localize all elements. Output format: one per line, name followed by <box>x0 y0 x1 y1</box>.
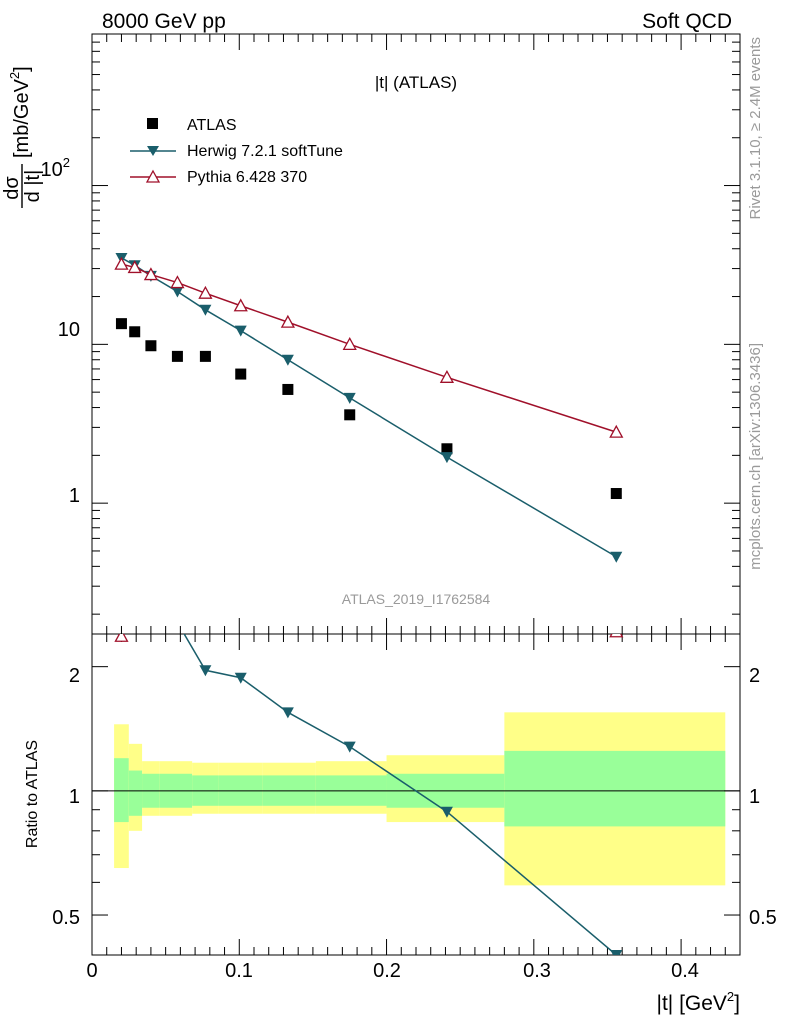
data-point-herwig <box>440 452 453 464</box>
ratio-point-herwig <box>234 672 247 684</box>
data-point-atlas <box>441 443 453 455</box>
header-right-label: Soft QCD <box>642 10 732 33</box>
plot-title: |t| (ATLAS) <box>375 73 457 92</box>
main-series-layer <box>114 252 624 563</box>
ratio-ytick-right-2: 2 <box>749 665 760 687</box>
data-point-pythia <box>342 336 357 350</box>
data-point-pythia <box>143 267 159 281</box>
xtick-label-0.2: 0.2 <box>373 960 401 982</box>
data-point-atlas <box>129 326 141 338</box>
ratio-ytick-right-1: 1 <box>749 786 760 808</box>
legend-label-atlas: ATLAS <box>187 117 237 134</box>
band-inner-9 <box>504 750 726 827</box>
xtick-label-0.3: 0.3 <box>523 960 551 982</box>
x-axis-label: |t| [GeV2] <box>656 989 740 1015</box>
data-point-herwig <box>171 286 184 298</box>
ratio-line-herwig <box>183 634 617 955</box>
ratio-point-herwig <box>145 605 157 616</box>
ytick-label-10: 10 <box>58 319 80 341</box>
data-point-atlas <box>282 383 294 395</box>
legend-marker-pythia <box>145 169 161 183</box>
ylabel-unit: [mb/GeV2] <box>7 66 33 158</box>
legend-label-pythia: Pythia 6.428 370 <box>187 169 307 186</box>
ratio-point-herwig <box>281 707 294 719</box>
ratio-ytick-left-1: 1 <box>69 786 80 808</box>
ratio-ylabel: Ratio to ATLAS <box>24 740 41 848</box>
data-point-atlas <box>344 409 356 421</box>
ratio-point-pythia <box>114 634 129 642</box>
ratio-point-herwig <box>343 741 356 753</box>
ratio-point-herwig <box>115 615 127 626</box>
ratio-point-herwig <box>610 950 623 955</box>
main-ylabel: dσ d |t| [mb/GeV2] <box>1 66 44 208</box>
mcplots-label: mcplots.cern.ch [arXiv:1306.3436] <box>747 343 764 570</box>
header-left-label: 8000 GeV pp <box>102 10 226 33</box>
data-point-pythia <box>280 314 295 328</box>
ytick-label-1: 1 <box>69 485 80 507</box>
ratio-point-pythia <box>609 634 624 638</box>
data-point-herwig <box>234 325 247 337</box>
data-point-atlas <box>171 350 183 362</box>
data-point-pythia <box>609 424 624 438</box>
ratio-point-pythia <box>145 600 157 611</box>
legend-label-herwig: Herwig 7.2.1 softTune <box>187 143 343 160</box>
ylabel-numerator: dσ <box>1 176 23 200</box>
series-line-pythia <box>121 263 617 433</box>
data-point-herwig <box>610 551 623 563</box>
ratio-point-herwig <box>171 617 183 628</box>
ratio-ytick-right-0.5: 0.5 <box>749 907 777 929</box>
ratio-point-herwig <box>129 613 141 624</box>
data-point-herwig <box>199 304 212 316</box>
data-point-pythia <box>170 275 185 289</box>
ratio-point-herwig <box>199 665 212 677</box>
data-point-pythia <box>114 256 129 270</box>
legend: ATLAS Herwig 7.2.1 softTune Pythia 6.428… <box>130 117 343 186</box>
ratio-series-layer <box>114 593 624 955</box>
data-point-atlas <box>235 368 247 380</box>
data-point-atlas <box>145 340 157 352</box>
data-point-pythia <box>127 260 142 274</box>
uncertainty-bands <box>114 712 726 886</box>
ratio-point-pythia <box>129 618 141 629</box>
rivet-label: Rivet 3.1.10, ≥ 2.4M events <box>747 37 764 220</box>
ylabel-denominator: d |t| <box>22 170 44 203</box>
xtick-label-0.1: 0.1 <box>225 960 253 982</box>
band-inner-1 <box>128 770 143 816</box>
data-point-atlas <box>115 318 127 330</box>
legend-marker-herwig <box>147 146 159 156</box>
ratio-point-pythia <box>171 593 183 604</box>
data-point-herwig <box>343 392 356 404</box>
data-point-pythia <box>198 285 213 299</box>
xtick-label-0.4: 0.4 <box>671 960 699 982</box>
ratio-point-pythia <box>282 610 294 621</box>
data-point-pythia <box>439 369 455 383</box>
legend-marker-atlas <box>147 118 158 129</box>
data-point-atlas <box>610 488 622 500</box>
ratio-ytick-left-0.5: 0.5 <box>52 907 80 929</box>
ratio-point-herwig <box>440 806 453 818</box>
data-point-pythia <box>233 298 248 312</box>
data-point-herwig <box>281 354 294 366</box>
data-point-atlas <box>199 350 211 362</box>
band-inner-0 <box>114 758 129 823</box>
ytick-label-100: 102 <box>41 155 70 181</box>
analysis-id-label: ATLAS_2019_I1762584 <box>342 591 491 607</box>
ratio-point-pythia <box>235 608 247 619</box>
ratio-ytick-left-2: 2 <box>69 665 80 687</box>
xtick-label-0: 0 <box>86 960 97 982</box>
